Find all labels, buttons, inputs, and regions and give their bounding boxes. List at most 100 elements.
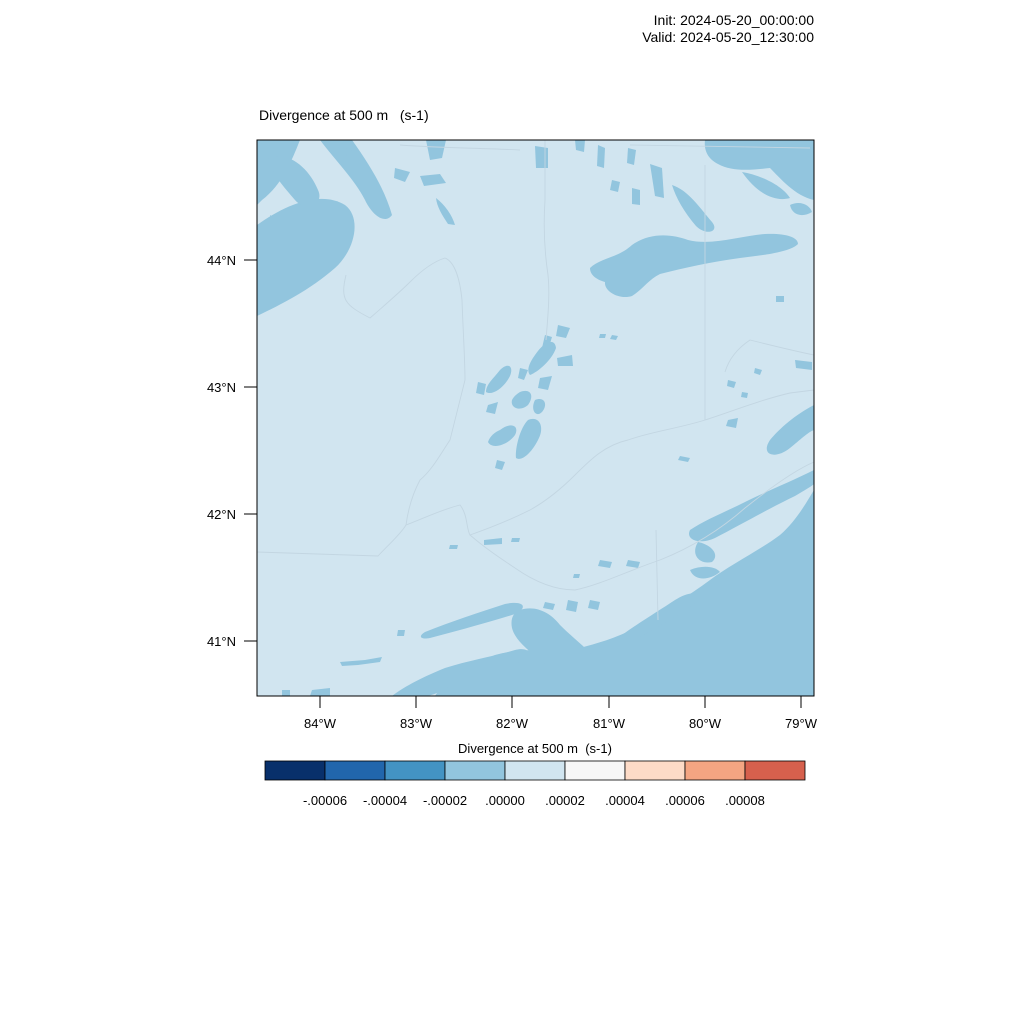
- field-patch: [435, 490, 814, 696]
- field-patch: [488, 425, 517, 446]
- field-patch: [776, 296, 784, 302]
- field-patch: [766, 405, 814, 455]
- field-patch: [511, 390, 532, 409]
- latitude-axis: 44°N 43°N 42°N 41°N: [207, 253, 257, 649]
- colorbar-label: .00002: [545, 793, 585, 808]
- init-time: Init: 2024-05-20_00:00:00: [653, 12, 814, 28]
- field-patch: [535, 146, 548, 168]
- field-patch: [511, 608, 615, 696]
- field-patch: [436, 198, 455, 225]
- field-patch: [556, 325, 570, 338]
- field-patch: [420, 602, 523, 639]
- lat-tick-label: 43°N: [207, 380, 236, 395]
- colorbar-swatch: [384, 760, 446, 781]
- field-patch: [790, 202, 812, 216]
- negative-divergence-patches: [257, 140, 814, 696]
- colorbar-swatch: [504, 760, 566, 781]
- field-patch: [420, 174, 446, 186]
- field-patch: [610, 335, 618, 340]
- field-patch: [268, 156, 320, 207]
- field-patch: [476, 382, 486, 395]
- boundary-line: [629, 144, 811, 149]
- map-frame: [256, 139, 815, 697]
- field-patch: [538, 376, 552, 390]
- lon-tick-label: 84°W: [304, 716, 337, 731]
- field-patch: [610, 180, 620, 192]
- header-info: Init: 2024-05-20_00:00:00 Valid: 2024-05…: [642, 12, 814, 46]
- field-patch: [484, 538, 502, 545]
- colorbar-swatch: [624, 760, 686, 781]
- field-patch: [394, 168, 410, 182]
- field-patch: [588, 600, 600, 610]
- field-patch: [632, 188, 640, 205]
- colorbar-swatch: [264, 760, 326, 781]
- colorbar-swatch: [444, 760, 506, 781]
- boundary-line: [469, 461, 814, 591]
- field-patch: [690, 566, 720, 579]
- field-patch: [340, 657, 382, 666]
- colorbar-label: -.00004: [363, 793, 407, 808]
- field-patch: [426, 140, 446, 160]
- field-patch: [727, 380, 736, 388]
- boundary-line: [543, 140, 550, 341]
- field-patch: [650, 164, 664, 198]
- field-patch: [518, 368, 528, 380]
- colorbar-label: .00006: [665, 793, 705, 808]
- boundary-line: [257, 379, 466, 557]
- field-patch: [397, 630, 405, 636]
- boundary-line: [724, 339, 814, 373]
- lon-tick-label: 83°W: [400, 716, 433, 731]
- lat-tick-label: 42°N: [207, 507, 236, 522]
- field-patch: [704, 140, 814, 200]
- plot-title: Divergence at 500 m (s-1): [259, 107, 429, 123]
- field-patch: [392, 649, 530, 696]
- field-patch: [282, 690, 290, 696]
- field-patch: [566, 600, 578, 612]
- colorbar-label: .00008: [725, 793, 765, 808]
- field-patch: [270, 215, 292, 252]
- field-patch: [543, 602, 555, 610]
- field-patch: [689, 470, 814, 542]
- lon-tick-label: 81°W: [593, 716, 626, 731]
- field-patch: [486, 402, 498, 414]
- map-area: [257, 140, 814, 696]
- boundary-line: [399, 144, 521, 151]
- field-patch: [598, 560, 612, 568]
- field-patch: [310, 688, 330, 696]
- field-patch: [626, 560, 640, 568]
- colorbar-label: .00000: [485, 793, 525, 808]
- field-patch: [627, 148, 636, 165]
- field-patch: [741, 392, 748, 398]
- field-patch: [515, 418, 542, 459]
- field-patch: [575, 140, 585, 152]
- field-patch: [754, 368, 762, 375]
- boundary-line: [343, 257, 466, 381]
- colorbar-swatch: [744, 760, 806, 781]
- field-patch: [672, 185, 715, 232]
- field-patch: [742, 172, 790, 200]
- colorbar-swatch: [564, 760, 626, 781]
- colorbar: -.00006 -.00004 -.00002 .00000 .00002 .00004.…: [264, 760, 806, 808]
- lon-tick-label: 79°W: [785, 716, 818, 731]
- boundary-line: [655, 529, 659, 621]
- field-patch: [795, 360, 812, 370]
- field-patch: [486, 365, 512, 394]
- lat-tick-label: 44°N: [207, 253, 236, 268]
- valid-time: Valid: 2024-05-20_12:30:00: [642, 29, 814, 45]
- field-patch: [320, 140, 392, 220]
- field-patch: [597, 145, 605, 168]
- lon-tick-label: 80°W: [689, 716, 722, 731]
- field-patch: [695, 542, 716, 563]
- field-patch: [590, 233, 798, 298]
- colorbar-label: -.00002: [423, 793, 467, 808]
- longitude-axis: 84°W 83°W 82°W 81°W 80°W 79°W: [304, 696, 818, 731]
- field-patch: [573, 574, 580, 578]
- lon-tick-label: 82°W: [496, 716, 529, 731]
- colorbar-swatch: [684, 760, 746, 781]
- field-patch: [557, 355, 573, 366]
- field-patch: [678, 456, 690, 462]
- field-patch: [726, 418, 738, 428]
- field-patch: [533, 399, 546, 415]
- colorbar-title: Divergence at 500 m (s-1): [458, 741, 612, 756]
